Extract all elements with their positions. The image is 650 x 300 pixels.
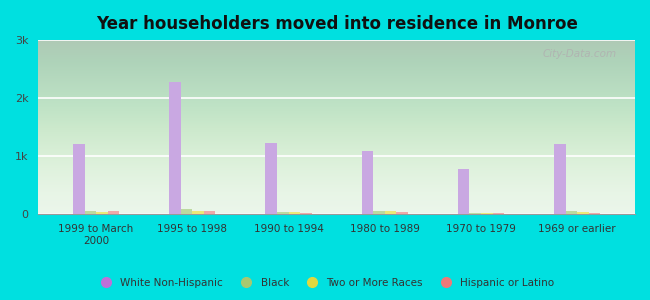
Bar xyxy=(469,213,481,214)
Bar xyxy=(265,143,277,214)
Bar xyxy=(361,152,373,214)
Bar xyxy=(169,82,181,214)
Bar xyxy=(108,211,119,214)
Bar xyxy=(385,212,396,214)
Bar xyxy=(554,144,565,214)
Bar xyxy=(277,212,289,214)
Bar xyxy=(493,213,504,214)
Bar xyxy=(373,211,385,214)
Bar xyxy=(300,213,311,214)
Bar xyxy=(589,213,601,214)
Bar xyxy=(577,212,589,214)
Bar xyxy=(289,212,300,214)
Text: City-Data.com: City-Data.com xyxy=(543,49,617,59)
Bar xyxy=(73,144,84,214)
Bar xyxy=(458,169,469,214)
Bar xyxy=(204,212,215,214)
Bar xyxy=(181,209,192,214)
Bar xyxy=(566,211,577,214)
Bar xyxy=(481,213,493,214)
Bar xyxy=(396,212,408,214)
Title: Year householders moved into residence in Monroe: Year householders moved into residence i… xyxy=(96,15,578,33)
Bar xyxy=(84,211,96,214)
Legend: White Non-Hispanic, Black, Two or More Races, Hispanic or Latino: White Non-Hispanic, Black, Two or More R… xyxy=(91,274,559,292)
Bar xyxy=(192,211,204,214)
Bar xyxy=(96,212,108,214)
